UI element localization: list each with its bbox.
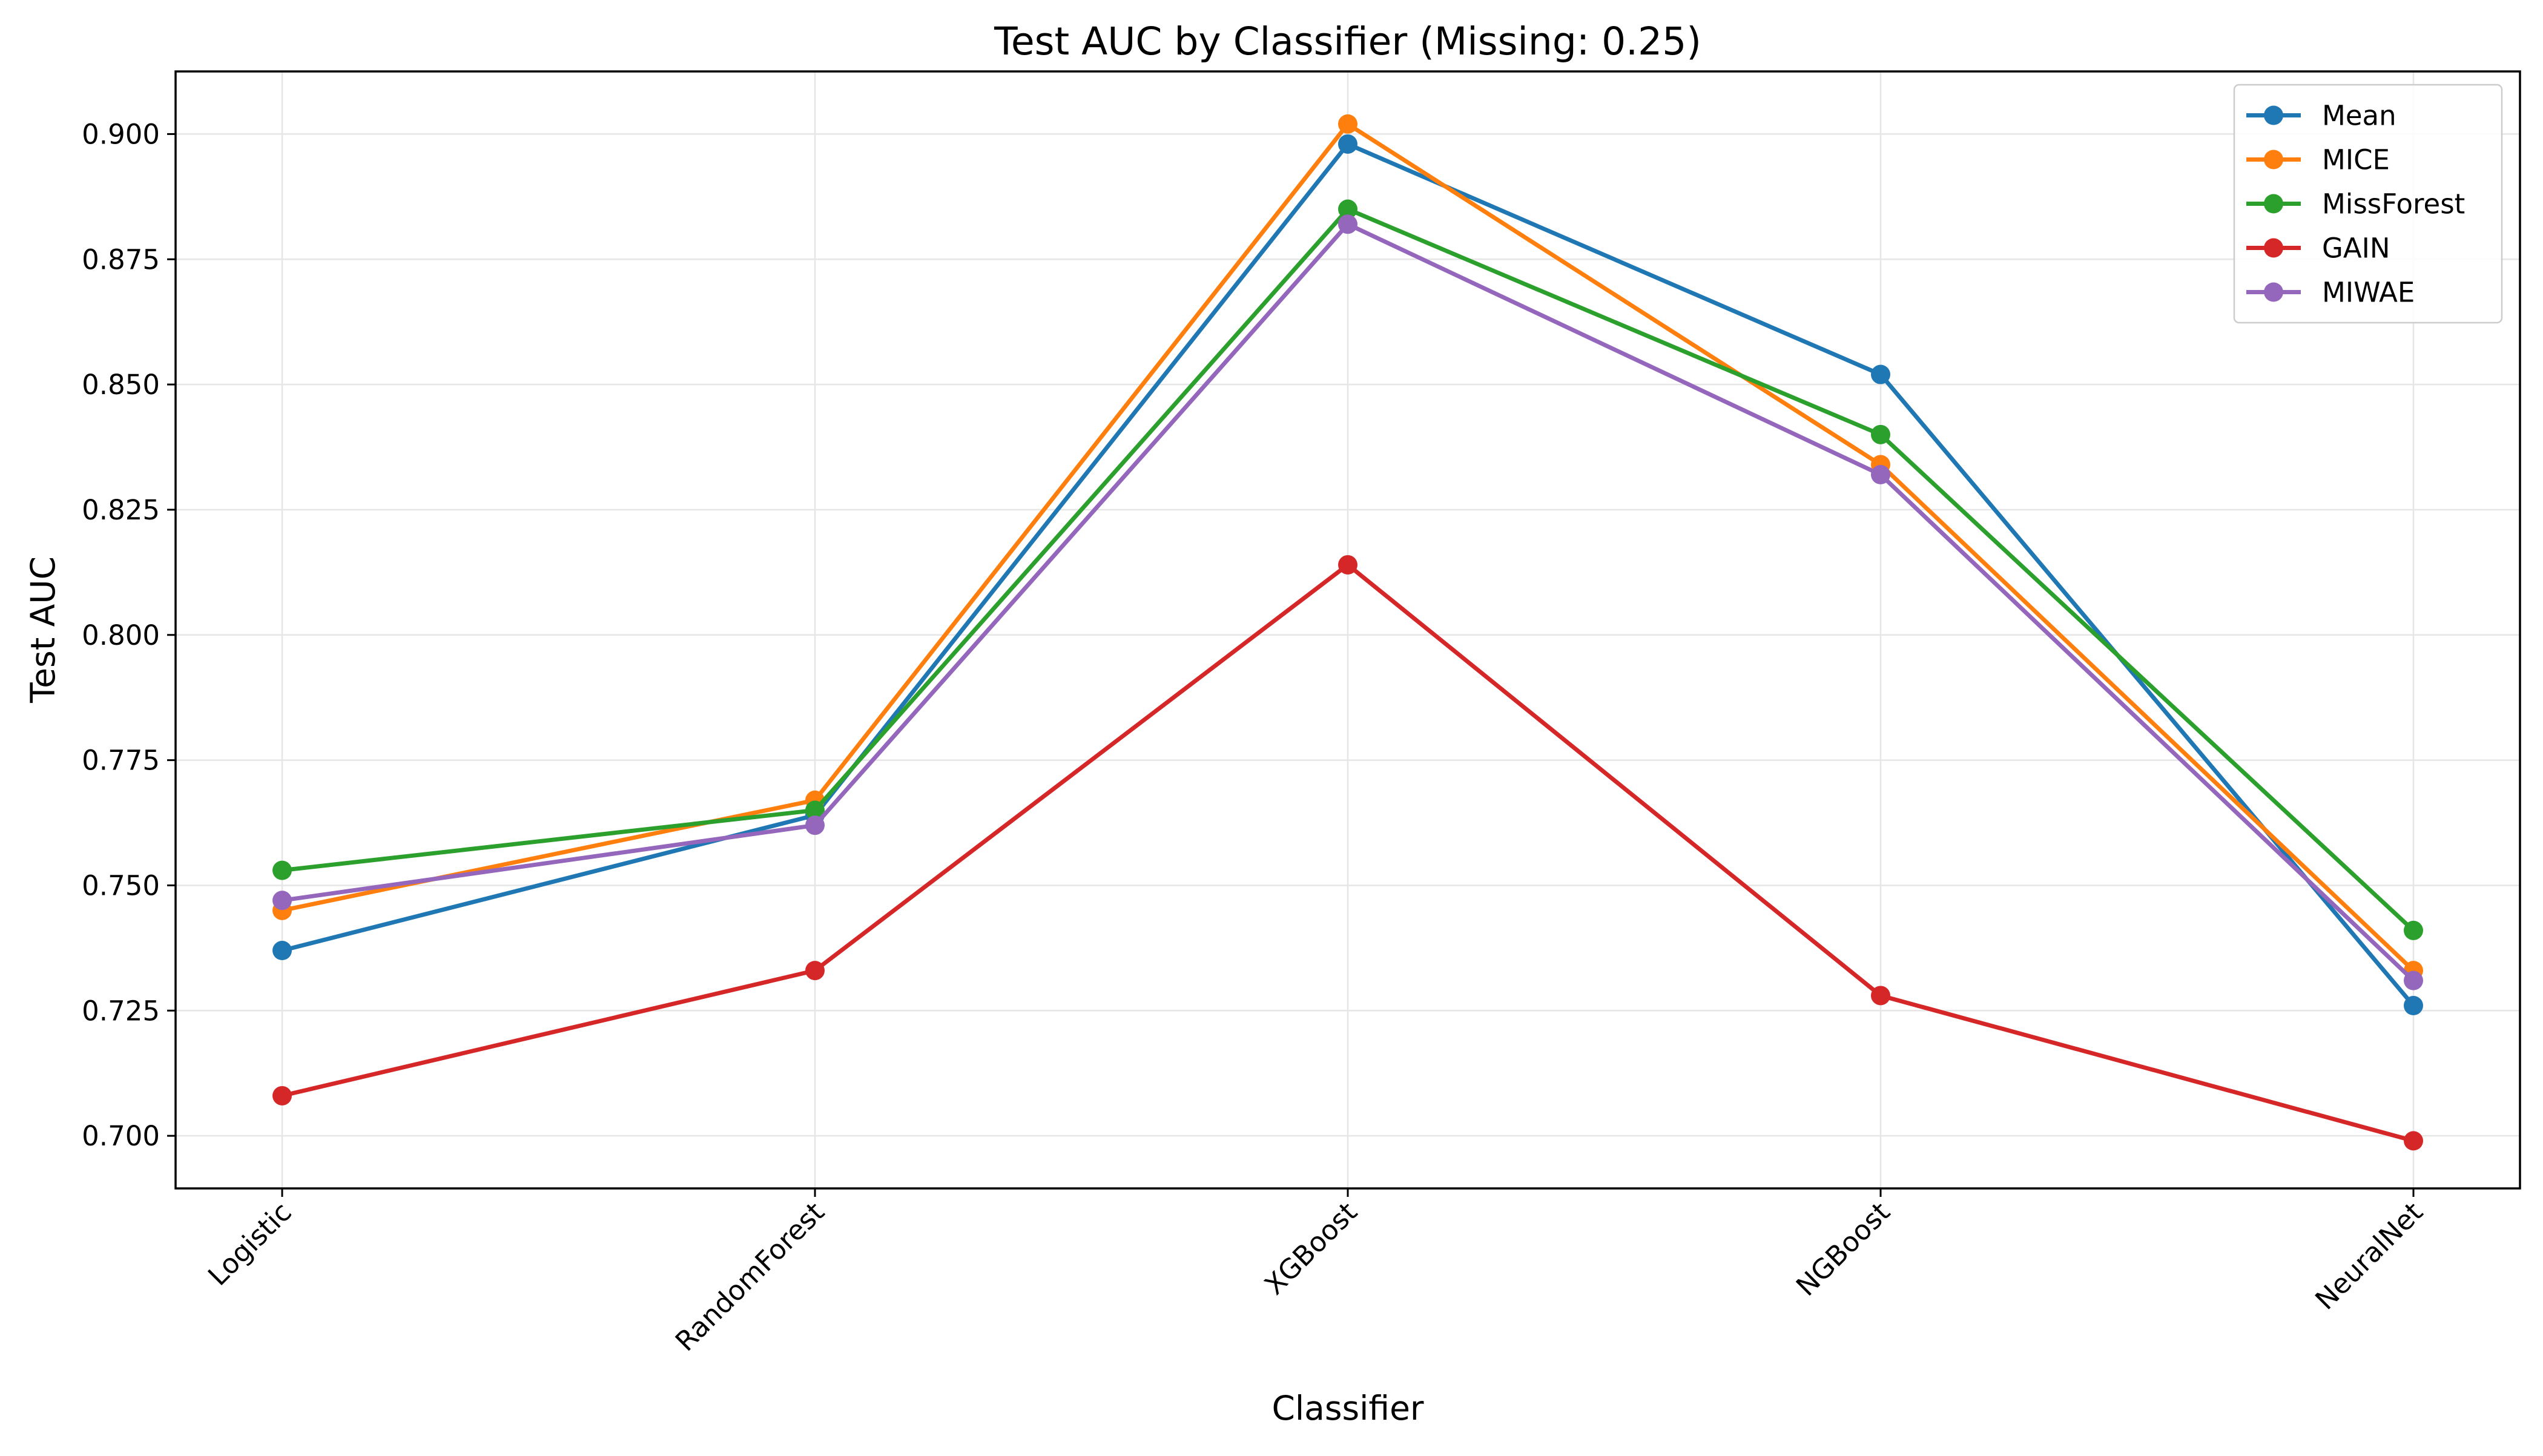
legend-item-mice: MICE (2246, 144, 2390, 176)
grid-lines (176, 71, 2520, 1188)
y-tick-label: 0.775 (82, 745, 160, 777)
data-point-miwae (805, 815, 825, 835)
data-point-gain (2404, 1131, 2423, 1151)
data-point-missforest (1338, 199, 1357, 219)
y-tick-label: 0.850 (82, 369, 160, 401)
legend-item-gain: GAIN (2246, 232, 2390, 265)
legend-marker (2264, 282, 2283, 302)
data-point-gain (1338, 555, 1357, 575)
legend-marker (2264, 105, 2283, 125)
data-point-gain (1871, 986, 1890, 1006)
y-tick-label: 0.750 (82, 869, 160, 901)
legend-marker (2264, 194, 2283, 214)
data-point-missforest (805, 800, 825, 820)
y-tick-label: 0.725 (82, 995, 160, 1027)
legend: Mean MICE MissForest GAIN MIWAE (2233, 84, 2503, 324)
legend-label: Mean (2322, 100, 2396, 132)
legend-marker (2264, 150, 2283, 170)
data-point-mean (1338, 134, 1357, 154)
data-point-missforest (2404, 920, 2423, 940)
y-tick-label: 0.900 (82, 118, 160, 150)
legend-label: MissForest (2322, 188, 2465, 220)
y-tick-label: 0.800 (82, 619, 160, 651)
data-point-mean (1871, 364, 1890, 384)
x-axis-label: Classifier (1272, 1389, 1423, 1428)
legend-item-missforest: MissForest (2246, 188, 2465, 220)
legend-marker (2264, 238, 2283, 258)
y-tick-label: 0.875 (82, 243, 160, 275)
series-miwae (272, 214, 2423, 990)
legend-label: GAIN (2322, 232, 2390, 265)
y-axis-label: Test AUC (24, 556, 62, 703)
data-point-mean (272, 941, 292, 961)
data-point-miwae (2404, 970, 2423, 990)
legend-label: MIWAE (2322, 277, 2415, 309)
legend-item-miwae: MIWAE (2246, 277, 2415, 309)
data-point-gain (805, 961, 825, 981)
series-missforest (272, 199, 2423, 940)
data-point-mean (2404, 996, 2423, 1016)
chart-title: Test AUC by Classifier (Missing: 0.25) (994, 19, 1701, 64)
data-point-missforest (272, 860, 292, 880)
data-point-missforest (1871, 424, 1890, 444)
data-point-mice (1338, 114, 1357, 134)
y-tick-label: 0.700 (82, 1120, 160, 1152)
series-lines (272, 114, 2423, 1151)
data-point-miwae (272, 891, 292, 911)
data-point-miwae (1338, 214, 1357, 234)
legend-item-mean: Mean (2246, 100, 2396, 132)
series-gain (272, 555, 2423, 1151)
y-tick-label: 0.825 (82, 494, 160, 526)
data-point-gain (272, 1085, 292, 1105)
legend-box (2233, 84, 2503, 324)
legend-label: MICE (2322, 144, 2390, 176)
data-point-miwae (1871, 465, 1890, 485)
